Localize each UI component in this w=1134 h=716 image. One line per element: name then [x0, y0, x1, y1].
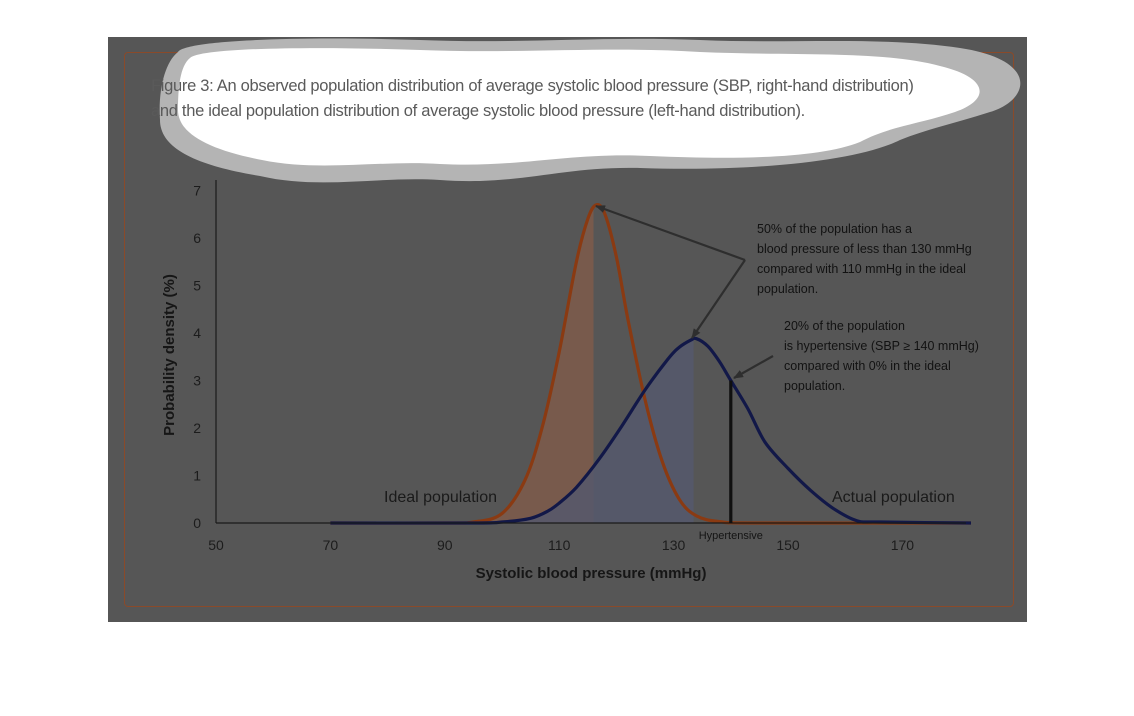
hypertensive-label: Hypertensive: [699, 530, 763, 542]
annotation-20-line-4: population.: [784, 379, 845, 393]
annotation-20-line-1: 20% of the population: [784, 319, 905, 333]
y-tick-0: 0: [193, 515, 201, 531]
annotation-20-percent: 20% of the population is hypertensive (S…: [784, 319, 979, 393]
y-tick-3: 3: [193, 373, 201, 389]
annotation-20-line-3: compared with 0% in the ideal: [784, 359, 951, 373]
ideal-shaded-area: [330, 209, 594, 524]
x-tick-170: 170: [891, 537, 915, 553]
y-tick-6: 6: [193, 230, 201, 246]
annotation-50-line-1: 50% of the population has a: [757, 222, 912, 236]
y-axis-label: Probability density (%): [161, 274, 178, 436]
arrow-to-threshold: [733, 355, 774, 379]
annotation-50-line-3: compared with 110 mmHg in the ideal: [757, 262, 966, 276]
x-axis-label: Systolic blood pressure (mmHg): [476, 565, 707, 582]
x-tick-90: 90: [437, 537, 453, 553]
arrow-to-actual-peak: [691, 259, 746, 339]
actual-population-curve: [330, 336, 972, 525]
x-tick-50: 50: [208, 537, 224, 553]
y-tick-7: 7: [193, 183, 201, 199]
y-tick-4: 4: [193, 325, 201, 341]
actual-population-label: Actual population: [832, 489, 955, 506]
ideal-population-label: Ideal population: [384, 489, 497, 506]
x-tick-110: 110: [548, 537, 571, 553]
y-tick-2: 2: [193, 420, 201, 436]
annotation-50-line-4: population.: [757, 282, 818, 296]
y-tick-5: 5: [193, 278, 201, 294]
annotation-arrows: [595, 204, 774, 379]
y-tick-1: 1: [193, 468, 201, 484]
x-tick-150: 150: [776, 537, 800, 553]
annotation-50-percent: 50% of the population has a blood pressu…: [757, 222, 972, 296]
arrow-to-ideal-peak: [595, 204, 746, 262]
annotation-20-line-2: is hypertensive (SBP ≥ 140 mmHg): [784, 339, 979, 353]
x-tick-130: 130: [662, 537, 686, 553]
caption-line-1: Figure 3: An observed population distrib…: [151, 77, 914, 95]
x-tick-70: 70: [323, 537, 339, 553]
actual-shaded-area: [330, 339, 694, 524]
figure-caption: Figure 3: An observed population distrib…: [151, 74, 971, 124]
annotation-50-line-2: blood pressure of less than 130 mmHg: [757, 242, 972, 256]
caption-line-2: and the ideal population distribution of…: [151, 102, 805, 120]
